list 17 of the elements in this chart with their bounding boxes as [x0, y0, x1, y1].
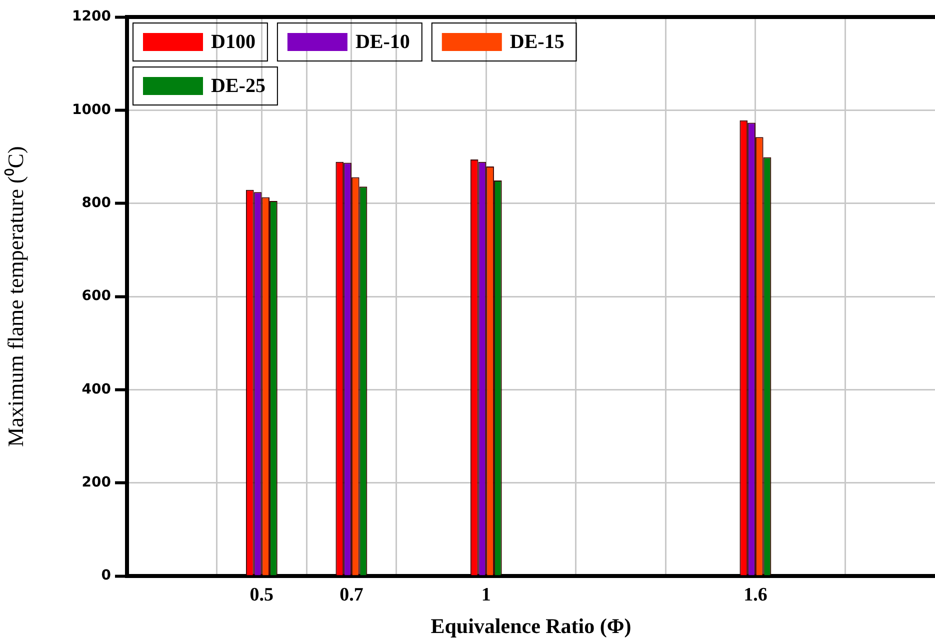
x-tick-label: 1: [481, 584, 491, 606]
legend-label: D100: [211, 31, 256, 54]
x-tick-label: 1.6: [744, 584, 768, 606]
y-tick-label: 400: [82, 381, 112, 398]
y-tick-label: 0: [101, 568, 112, 584]
y-tick-label: 1000: [72, 102, 112, 118]
legend-label: DE-15: [510, 31, 564, 54]
y-tick-label: 600: [82, 288, 112, 304]
legend-label: DE-25: [211, 75, 266, 98]
x-axis-title: Equivalence Ratio (Φ): [430, 614, 632, 638]
y-tick-label: 1200: [72, 8, 112, 25]
y-tick-label: 800: [82, 194, 112, 211]
y-tick-label: 200: [82, 474, 112, 490]
x-tick-label: 0.5: [250, 584, 274, 606]
y-axis-title: Maximum flame temperature (⁰C): [2, 146, 28, 447]
x-tick-label: 0.7: [340, 584, 364, 606]
legend-label: DE-10: [355, 31, 410, 54]
